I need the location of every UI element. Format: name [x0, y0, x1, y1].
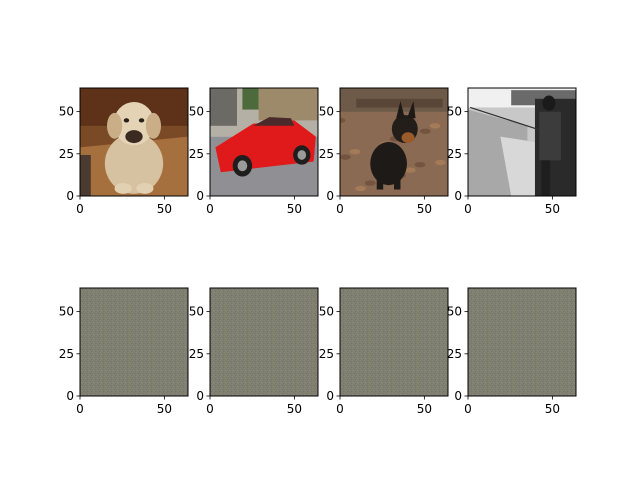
axes-frame [79, 87, 189, 197]
axes-frame [209, 87, 319, 197]
y-tick-label: 50 [189, 105, 204, 119]
image-gray-noise-pattern [210, 288, 318, 396]
y-tick-label: 25 [59, 147, 74, 161]
x-tick-label: 50 [417, 202, 432, 216]
y-tick-label: 50 [447, 305, 462, 319]
subplot-6: 0 25 50 0 50 [189, 287, 319, 416]
x-tick-label: 0 [206, 402, 214, 416]
x-tick-label: 50 [417, 402, 432, 416]
axes-frame [339, 287, 449, 397]
y-tick-label: 25 [59, 347, 74, 361]
image-yellow-labrador-sitting [80, 88, 188, 196]
y-tick-label: 50 [319, 305, 334, 319]
x-tick-label: 50 [287, 202, 302, 216]
y-tick-label: 25 [189, 147, 204, 161]
x-tick-label: 50 [157, 202, 172, 216]
x-tick-label: 50 [157, 402, 172, 416]
axes-frame [79, 287, 189, 397]
y-tick-label: 0 [196, 389, 204, 403]
axes-frame [467, 87, 577, 197]
y-tick-label: 50 [59, 105, 74, 119]
y-tick-label: 25 [189, 347, 204, 361]
image-grayscale-man-fishing [468, 88, 576, 196]
y-tick-label: 0 [66, 189, 74, 203]
y-tick-label: 0 [66, 389, 74, 403]
subplot-7: 0 25 50 0 50 [319, 287, 449, 416]
x-tick-label: 0 [464, 202, 472, 216]
image-red-sports-car [210, 88, 318, 196]
subplot-5: 0 25 50 0 50 [59, 287, 189, 416]
y-tick-label: 25 [319, 147, 334, 161]
subplot-4: 0 25 50 0 50 [447, 87, 577, 216]
image-gray-noise-pattern [80, 288, 188, 396]
x-tick-label: 0 [76, 202, 84, 216]
x-tick-label: 0 [336, 202, 344, 216]
y-tick-label: 25 [319, 347, 334, 361]
y-tick-label: 50 [319, 105, 334, 119]
y-tick-label: 50 [447, 105, 462, 119]
y-tick-label: 0 [454, 189, 462, 203]
subplot-8: 0 25 50 0 50 [447, 287, 577, 416]
subplot-1: 0 25 50 0 50 [59, 87, 189, 216]
y-tick-label: 0 [326, 189, 334, 203]
y-tick-label: 0 [326, 389, 334, 403]
axes-frame [339, 87, 449, 197]
y-tick-label: 0 [454, 389, 462, 403]
image-black-tan-dog-on-leaves [340, 88, 448, 196]
image-gray-noise-pattern [468, 288, 576, 396]
y-tick-label: 0 [196, 189, 204, 203]
x-tick-label: 50 [545, 402, 560, 416]
x-tick-label: 0 [206, 202, 214, 216]
y-tick-label: 25 [447, 147, 462, 161]
y-tick-label: 50 [189, 305, 204, 319]
y-tick-label: 25 [447, 347, 462, 361]
x-tick-label: 50 [287, 402, 302, 416]
subplot-3: 0 25 50 0 50 [319, 87, 449, 216]
x-tick-label: 50 [545, 202, 560, 216]
x-tick-label: 0 [336, 402, 344, 416]
axes-frame [209, 287, 319, 397]
subplot-2: 0 25 50 0 50 [189, 87, 319, 216]
x-tick-label: 0 [464, 402, 472, 416]
y-tick-label: 50 [59, 305, 74, 319]
image-gray-noise-pattern [340, 288, 448, 396]
x-tick-label: 0 [76, 402, 84, 416]
axes-frame [467, 287, 577, 397]
